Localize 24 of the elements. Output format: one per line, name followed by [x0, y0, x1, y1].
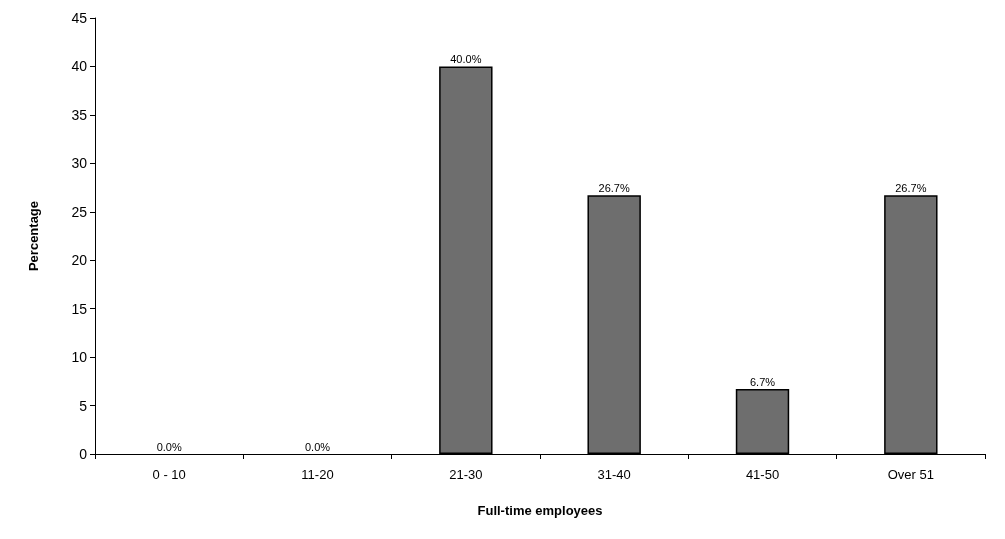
y-tick-label: 25: [71, 203, 88, 220]
y-tick-label: 10: [71, 349, 88, 366]
x-tick-label: 0 - 10: [152, 467, 186, 482]
y-tick-label: 35: [71, 106, 88, 123]
data-label: 26.7%: [895, 181, 927, 194]
x-axis-title: Full-time employees: [477, 503, 603, 518]
data-label: 0.0%: [304, 440, 331, 453]
x-tick-label: 41-50: [745, 467, 780, 482]
data-label: 26.7%: [598, 181, 630, 194]
y-axis-title: Percentage: [26, 200, 41, 272]
y-tick-label: 40: [71, 58, 88, 75]
data-label: 0.0%: [156, 440, 182, 453]
y-tick-label: 5: [79, 397, 88, 414]
y-tick-label: 20: [71, 252, 88, 269]
y-tick-label: 45: [71, 10, 88, 26]
y-tick-label: 15: [71, 300, 88, 317]
x-tick-label: 11-20: [301, 467, 334, 482]
data-label: 6.7%: [749, 375, 776, 388]
x-tick-label: 21-30: [449, 467, 483, 482]
y-tick-label: 0: [79, 446, 88, 462]
x-tick-label: 31-40: [597, 467, 631, 482]
data-label: 40.0%: [450, 52, 482, 65]
x-tick-label: Over 51: [887, 467, 934, 482]
y-tick-label: 30: [71, 155, 88, 172]
